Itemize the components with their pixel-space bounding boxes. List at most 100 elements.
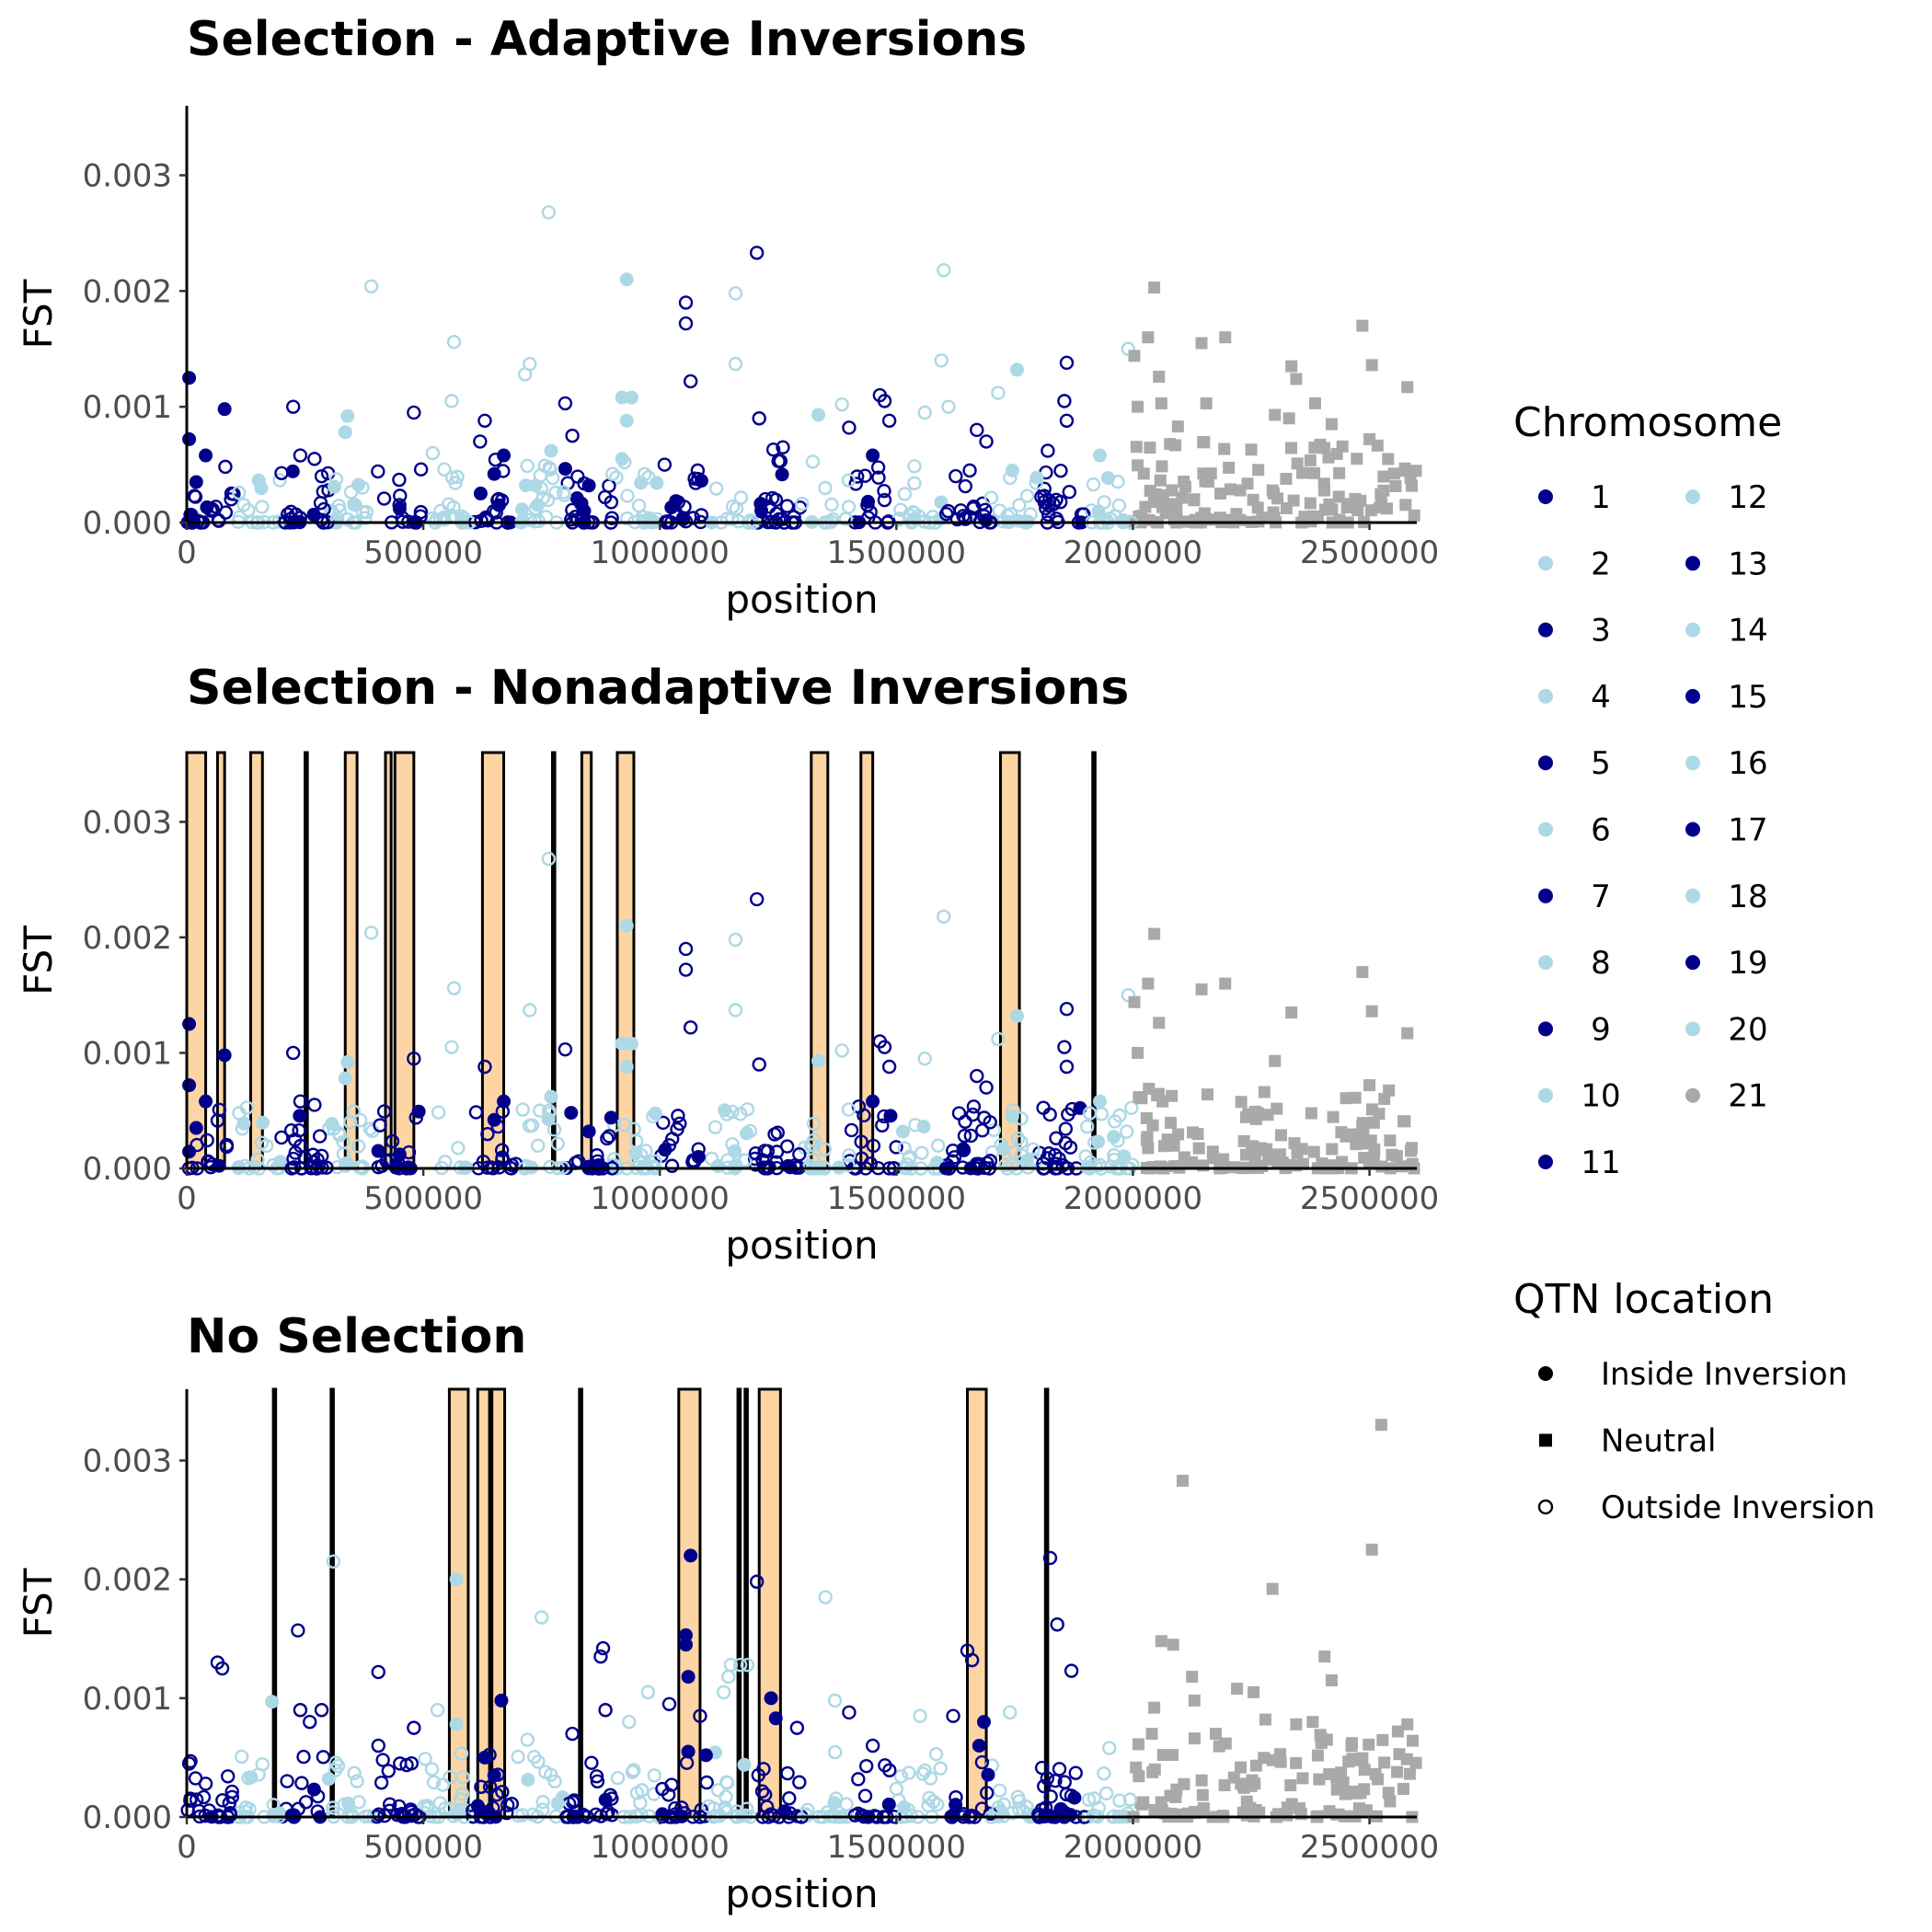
outside-inversion-point <box>482 1779 498 1795</box>
inside-inversion-point <box>895 1124 910 1139</box>
outside-inversion-point <box>970 1068 984 1084</box>
neutral-point <box>1142 977 1155 990</box>
inside-inversion-point <box>338 425 352 440</box>
y-tick-label: 0.000 <box>83 1151 172 1188</box>
inside-inversion-point <box>321 1772 336 1787</box>
outside-inversion-point <box>1102 1741 1117 1755</box>
outside-inversion-point <box>767 1127 782 1142</box>
outside-inversion-point <box>292 1123 306 1138</box>
outside-inversion-point <box>979 1786 995 1800</box>
neutral-point <box>1311 511 1324 523</box>
outside-inversion-point <box>946 1708 960 1723</box>
outside-inversion-point <box>286 1808 302 1823</box>
outside-inversion-point <box>752 1057 766 1072</box>
inside-inversion-point <box>473 486 488 500</box>
inversion-region <box>615 751 636 1170</box>
outside-inversion-point <box>1097 1765 1111 1781</box>
neutral-point <box>1133 1738 1145 1751</box>
outside-inversion-point <box>274 1130 289 1145</box>
outside-inversion-point <box>558 396 573 411</box>
inside-inversion-point <box>728 1144 742 1158</box>
outside-inversion-point <box>527 1749 542 1765</box>
outside-inversion-point <box>754 1784 770 1799</box>
outside-inversion-point <box>937 909 951 924</box>
neutral-point <box>1306 1716 1319 1729</box>
outside-inversion-point <box>683 374 698 389</box>
inside-inversion-point <box>244 1770 259 1785</box>
inside-inversion-point <box>515 502 530 517</box>
outside-inversion-point <box>1049 1131 1064 1145</box>
outside-inversion-point <box>877 1040 892 1054</box>
outside-inversion-point <box>728 286 743 301</box>
neutral-point <box>1153 1017 1166 1029</box>
outside-inversion-point <box>739 1801 754 1816</box>
outside-inversion-point <box>382 1797 397 1811</box>
outside-inversion-point <box>392 472 407 488</box>
outside-inversion-point <box>934 353 949 368</box>
outside-inversion-point <box>733 1107 748 1121</box>
outside-inversion-point <box>603 1788 618 1802</box>
inside-inversion-point <box>718 1103 732 1118</box>
outside-inversion-point <box>595 1640 611 1656</box>
inversion-region <box>580 751 593 1170</box>
legend-chromosome-swatch <box>1538 688 1553 704</box>
neutral-point <box>1167 1639 1179 1651</box>
outside-inversion-point <box>570 469 585 484</box>
outside-inversion-point <box>255 1757 270 1772</box>
legend-chromosome-label: 9 <box>1591 1011 1611 1048</box>
outside-inversion-point <box>232 1106 247 1121</box>
outside-inversion-point <box>393 489 408 503</box>
outside-inversion-point <box>930 1138 946 1153</box>
outside-inversion-point <box>877 492 892 508</box>
neutral-point <box>1399 499 1412 512</box>
outside-inversion-point <box>641 470 656 485</box>
outside-inversion-point <box>805 454 821 469</box>
outside-inversion-point <box>834 1043 849 1058</box>
inside-inversion-point <box>494 1693 509 1708</box>
neutral-point <box>1223 461 1236 474</box>
x-tick-label: 2000000 <box>1064 535 1202 571</box>
inside-inversion-point <box>1091 1134 1106 1149</box>
outside-inversion-point <box>857 1108 871 1123</box>
outside-inversion-point <box>792 1147 807 1162</box>
outside-inversion-point <box>975 1123 990 1138</box>
inside-inversion-point <box>768 1711 783 1726</box>
neutral-point <box>1325 418 1338 431</box>
outside-inversion-point <box>443 1770 458 1785</box>
inside-inversion-point <box>265 1695 280 1709</box>
outside-inversion-point <box>184 508 199 523</box>
outside-inversion-point <box>889 1781 904 1797</box>
neutral-point <box>1290 373 1303 385</box>
outside-inversion-point <box>992 1783 1007 1798</box>
outside-inversion-point <box>307 452 322 466</box>
outside-inversion-point <box>848 477 863 491</box>
y-tick-label: 0.000 <box>83 505 172 542</box>
outside-inversion-point <box>964 1652 980 1668</box>
neutral-point <box>1304 454 1317 466</box>
outside-inversion-point <box>602 1129 616 1144</box>
x-tick-label: 1500000 <box>827 1829 966 1866</box>
outside-inversion-point <box>543 462 558 477</box>
outside-inversion-point <box>704 1151 719 1167</box>
outside-inversion-point <box>671 1109 685 1123</box>
outside-inversion-point <box>854 1134 868 1149</box>
inversion-region <box>736 1387 742 1819</box>
outside-inversion-point <box>881 1059 897 1075</box>
outside-inversion-point <box>897 1141 912 1156</box>
neutral-point <box>1209 1728 1222 1741</box>
inside-inversion-point <box>679 1627 694 1642</box>
outside-inversion-point <box>307 1098 322 1112</box>
neutral-point <box>1274 1129 1287 1142</box>
outside-inversion-point <box>272 473 287 488</box>
inside-inversion-point <box>619 918 634 933</box>
outside-inversion-point <box>541 205 557 220</box>
inside-inversion-point <box>996 1142 1011 1156</box>
outside-inversion-point <box>716 1685 731 1700</box>
neutral-point <box>1311 1749 1324 1762</box>
neutral-point <box>1155 397 1167 409</box>
outside-inversion-point <box>215 1793 230 1808</box>
x-tick-label: 1000000 <box>591 1829 730 1866</box>
outside-inversion-point <box>844 1122 859 1138</box>
legend-chromosome-label: 17 <box>1728 812 1767 849</box>
neutral-point <box>1176 491 1189 504</box>
